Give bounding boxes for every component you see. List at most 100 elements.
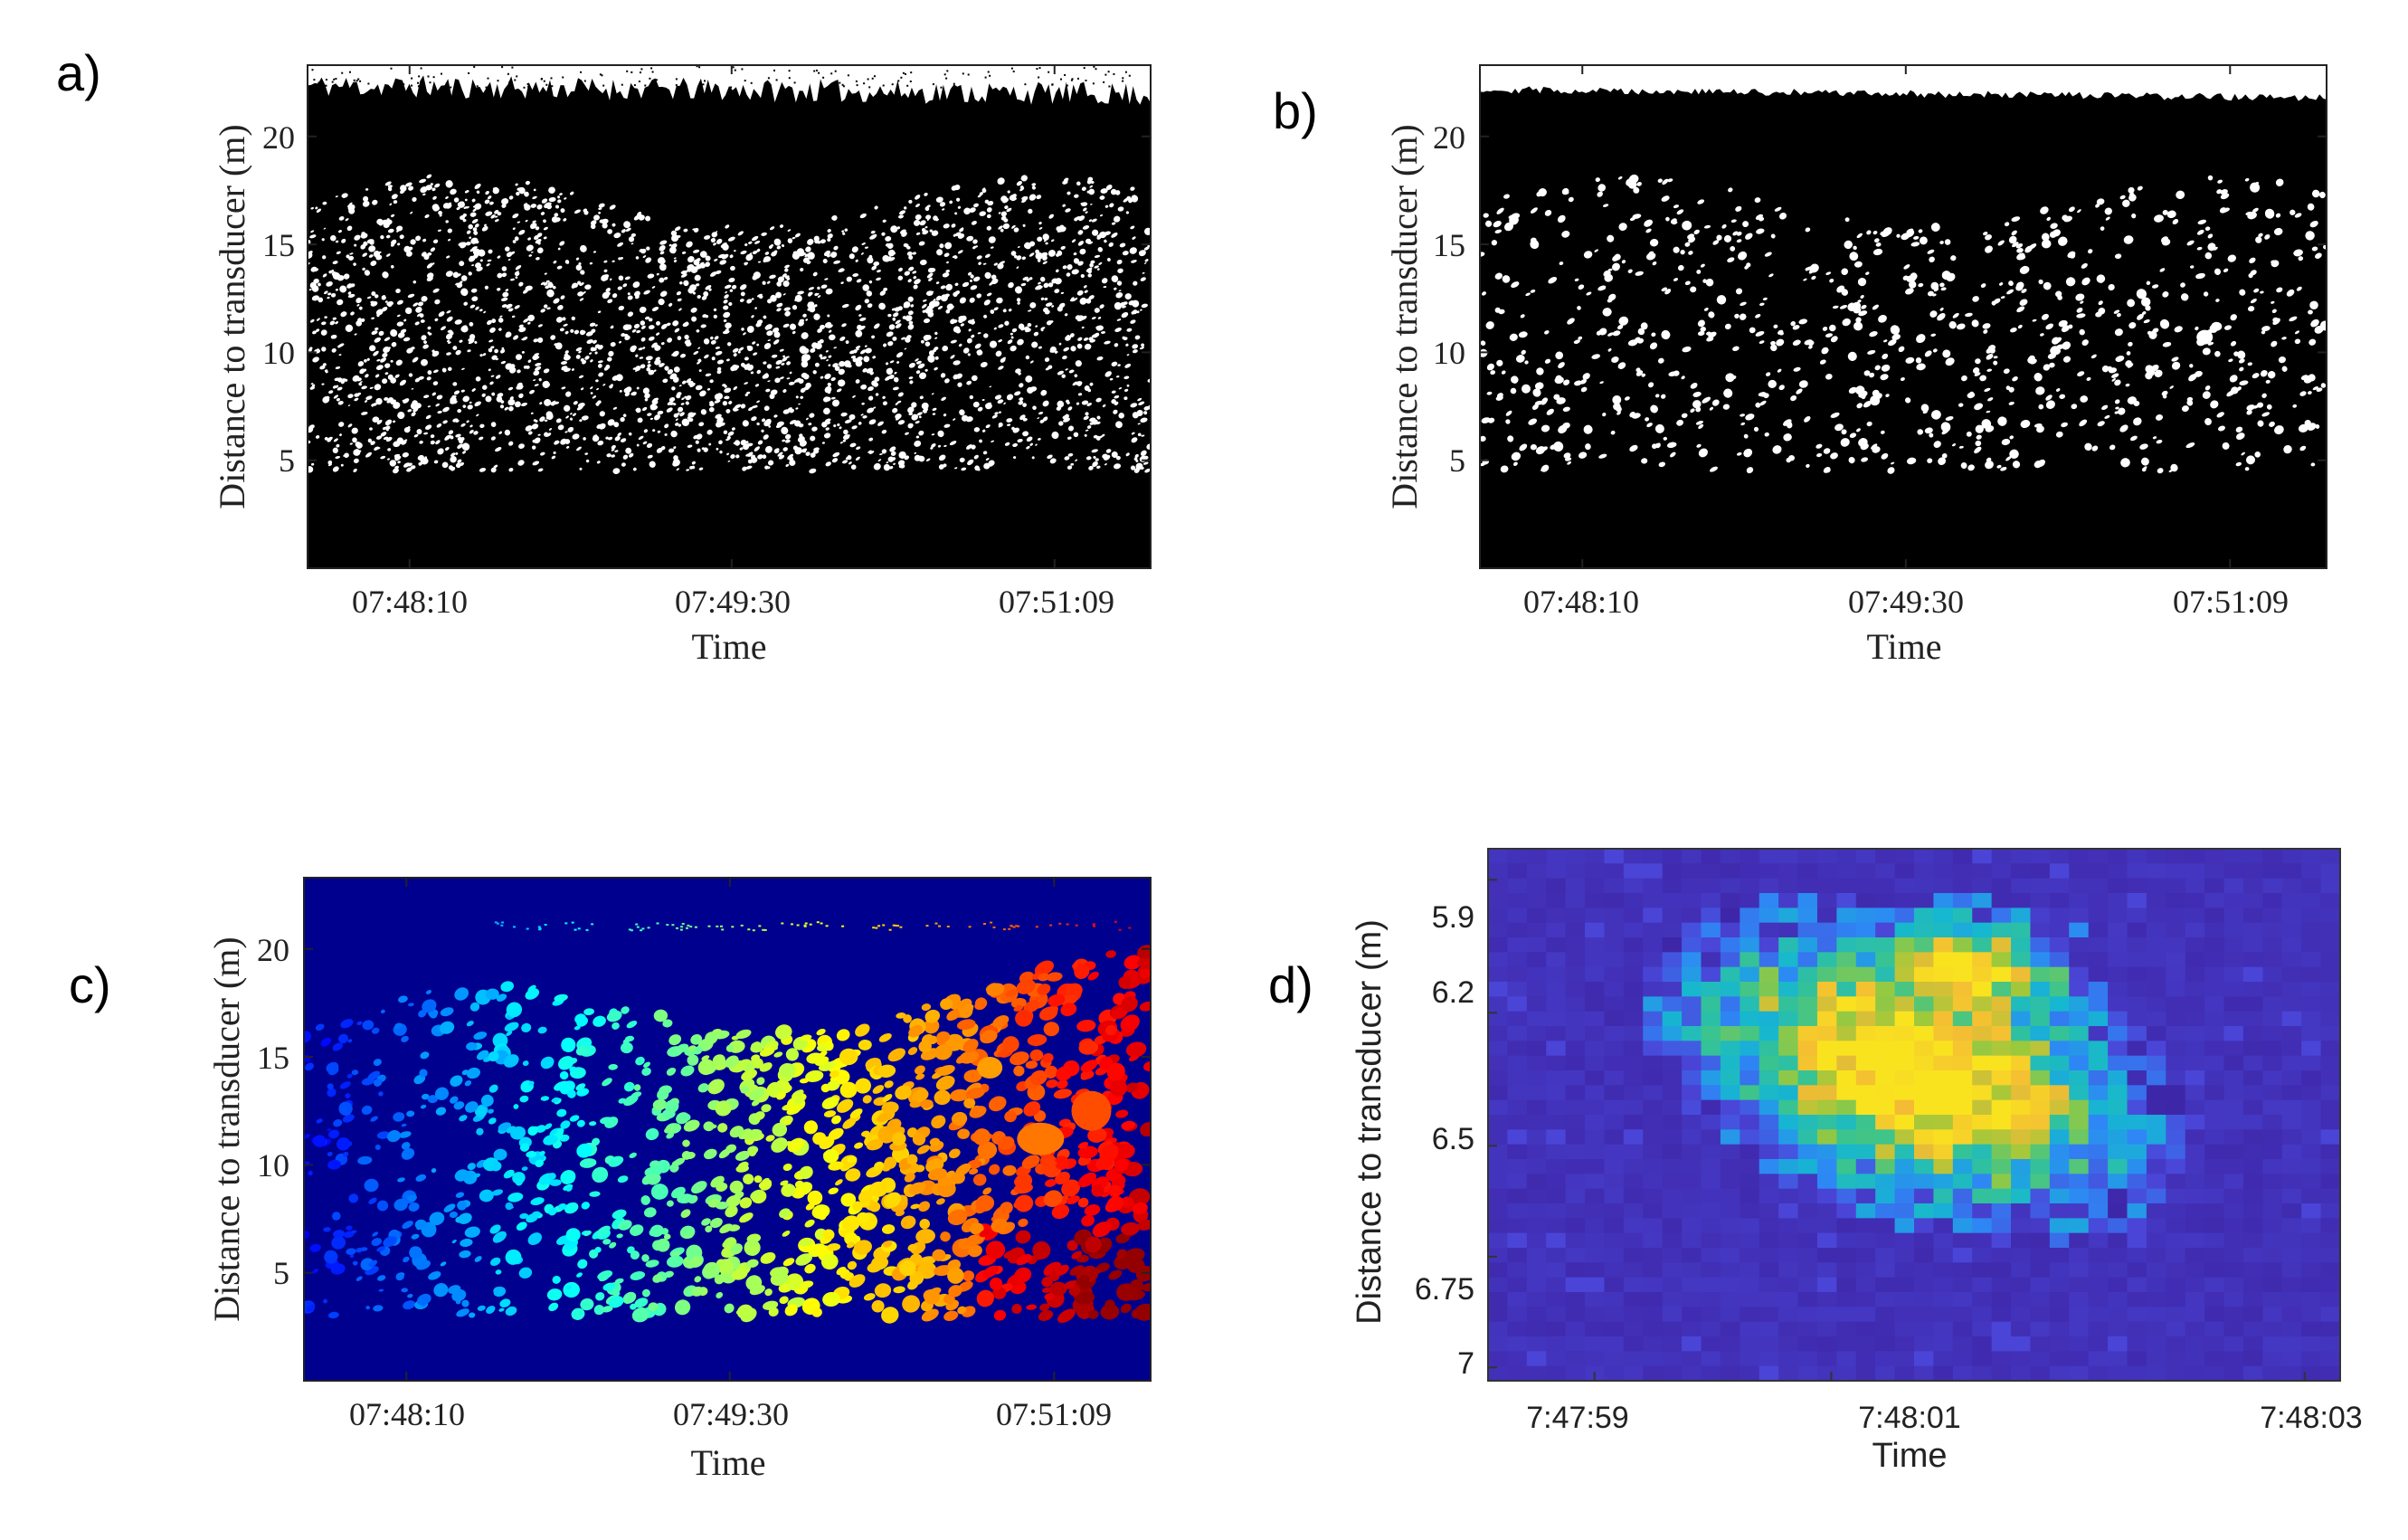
fish-target [407,425,411,429]
fish-target [1093,455,1096,460]
fish-target [711,232,718,238]
fish-target [389,460,396,467]
fish-target [866,367,874,374]
fish-target [471,198,476,203]
fish-target [784,264,790,269]
fish-target [583,208,588,213]
fish-target [973,427,981,433]
fish-target [715,347,720,349]
fish-target [885,235,892,242]
fish-target [687,416,691,420]
noise-speck [874,75,876,78]
fish-target [1079,297,1087,305]
panel-b-xtick-2: 07:49:30 [1848,584,1964,620]
fish-target [844,360,851,368]
fish-target [327,436,333,442]
fish-target [773,327,780,333]
fish-target [1037,417,1040,419]
fish-target [886,362,889,366]
fish-target [1066,272,1071,277]
fish-target [978,261,981,265]
fish-target [985,458,990,461]
fish-target [2275,178,2284,186]
fish-target [1123,396,1128,401]
fish-target [839,336,846,341]
noise-speck [842,85,845,88]
fish-target [687,396,691,400]
fish-target [594,324,598,327]
fish-target [687,444,693,448]
fish-target [647,364,651,368]
fish-target [867,386,874,392]
noise-speck [441,72,442,75]
fish-target [383,221,390,229]
fish-target [564,330,569,335]
noise-speck [473,65,476,68]
fish-target [874,205,878,210]
fish-target [1057,228,1064,233]
fish-target [1022,431,1029,437]
fish-target [955,197,961,202]
fish-target [532,354,539,361]
noise-speck [1060,78,1062,81]
fish-target [512,227,516,231]
fish-target [898,463,904,469]
noise-speck [602,84,605,87]
surface-speck [500,924,504,927]
fish-target [1007,423,1011,426]
fish-target [471,296,479,302]
fish-target [338,354,342,356]
fish-target [543,219,546,223]
fish-target [628,236,635,242]
fish-target [369,427,373,431]
fish-target [852,357,858,363]
fish-target [375,365,384,370]
fish-target [1060,245,1066,250]
fish-target [313,268,319,272]
fish-target [460,288,469,297]
fish-target [871,335,876,339]
fish-target [1106,258,1111,261]
fish-target [782,409,791,414]
surface-speck [707,925,711,927]
fish-target [732,347,739,353]
surface-speck [925,925,929,927]
fish-target [990,309,995,314]
fish-target [329,320,336,326]
fish-target [662,378,668,384]
fish-target [1132,299,1140,308]
fish-target [944,242,953,250]
fish-target [410,211,413,214]
fish-target [484,223,487,227]
fish-target [310,383,314,385]
fish-target [1077,382,1083,386]
fish-target [623,221,631,229]
fish-target [1097,247,1104,252]
surface-speck [875,927,878,929]
panel-b-echogram [1480,86,2327,568]
fish-target [499,404,505,409]
fish-target [1077,393,1083,396]
fish-target [501,266,507,271]
fish-target [363,368,367,372]
noise-speck [767,77,770,80]
panel-b-ytick-20: 20 [1433,119,1465,156]
fish-target [741,328,744,331]
fish-target [809,468,817,474]
fish-target [324,316,327,319]
fish-target [845,456,851,461]
fish-target [1018,400,1024,405]
fish-target [484,199,490,204]
fish-target [674,226,681,232]
fish-target [640,364,646,369]
fish-target [950,355,955,359]
fish-target [1141,434,1145,437]
noise-speck [989,74,991,77]
fish-target [901,337,905,340]
fish-target [644,316,650,320]
noise-speck [411,77,413,80]
fish-target [487,259,492,262]
fish-target [442,406,450,413]
fish-target [710,336,714,340]
fish-target [1076,290,1084,296]
